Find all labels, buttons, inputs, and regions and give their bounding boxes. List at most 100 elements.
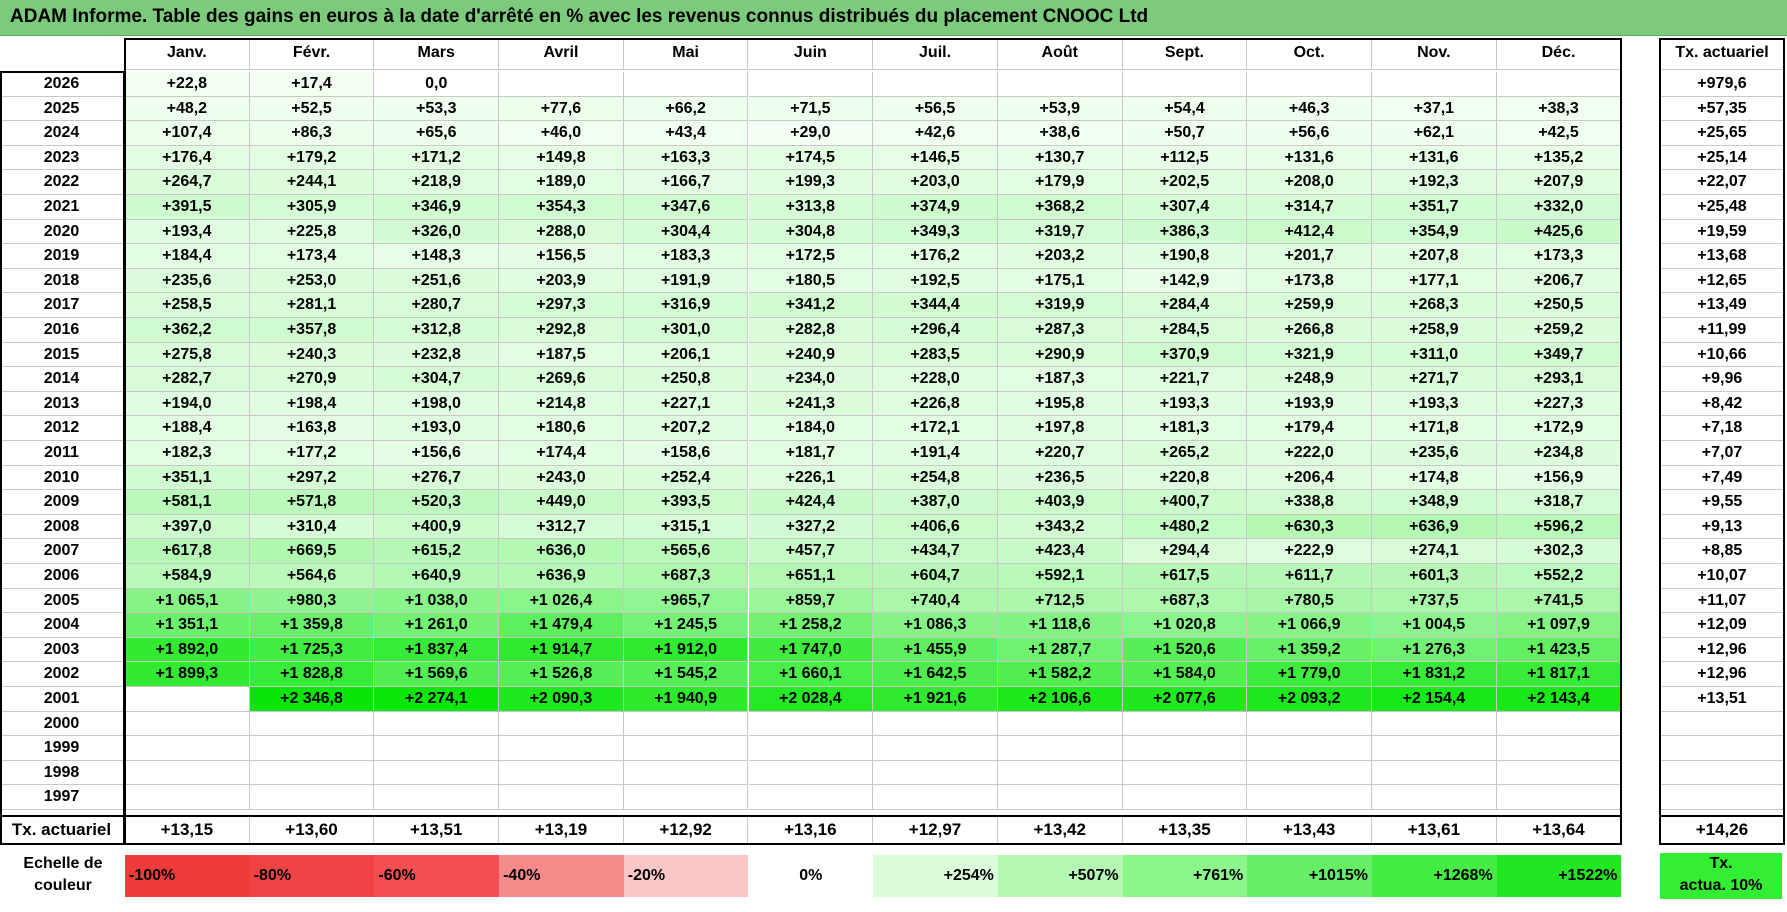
value-cell: +321,9 [1247, 342, 1372, 368]
value-cell: +177,2 [249, 441, 375, 466]
footer-value: +13,51 [374, 816, 500, 844]
value-cell: +222,0 [1247, 441, 1372, 466]
tx-cell: +7,49 [1660, 465, 1785, 491]
year-label: 2005 [0, 588, 124, 614]
value-cell: +2 106,6 [997, 687, 1123, 712]
footer-value: +13,42 [997, 816, 1123, 844]
value-cell: +71,5 [748, 96, 874, 122]
scale-label-line1: Echelle de [23, 855, 103, 872]
scale-swatch: -20% [623, 855, 749, 897]
value-cell: +1 455,9 [873, 637, 998, 663]
value-cell: +319,9 [997, 293, 1123, 318]
value-cell: +184,4 [125, 244, 250, 269]
value-cell: +17,4 [249, 72, 375, 97]
value-cell: +354,3 [499, 195, 624, 220]
value-cell: +203,2 [997, 244, 1123, 269]
value-cell: +391,5 [125, 195, 250, 220]
value-cell: +198,4 [249, 391, 375, 417]
value-cell: +265,2 [1122, 441, 1248, 466]
year-label: 2017 [0, 293, 124, 318]
value-cell: +220,8 [1122, 465, 1248, 491]
value-cell [1372, 785, 1497, 810]
value-cell: +581,1 [125, 490, 250, 515]
value-cell [997, 72, 1123, 97]
value-cell: +174,4 [499, 441, 624, 466]
value-cell: +37,1 [1372, 96, 1497, 122]
value-cell: +387,0 [873, 490, 998, 515]
tx-header: Tx. actuariel [1660, 38, 1785, 70]
value-cell: +424,4 [748, 490, 874, 515]
value-cell: +636,0 [499, 539, 624, 564]
value-cell: +312,8 [374, 318, 500, 343]
value-cell [873, 711, 998, 737]
scale-swatch: -80% [249, 855, 375, 897]
value-cell [1122, 785, 1248, 810]
value-cell: +226,8 [873, 391, 998, 417]
value-cell: +669,5 [249, 539, 375, 564]
year-label: 2016 [0, 318, 124, 343]
value-cell: +207,9 [1496, 170, 1622, 195]
value-cell: +318,7 [1496, 490, 1622, 515]
value-cell [499, 760, 624, 786]
scale-swatch: +1015% [1247, 855, 1372, 897]
value-cell [249, 736, 375, 761]
value-cell: +269,6 [499, 367, 624, 392]
tx-cell: +9,55 [1660, 490, 1785, 515]
value-cell: +393,5 [623, 490, 749, 515]
value-cell: +202,5 [1122, 170, 1248, 195]
value-cell: +349,3 [873, 219, 998, 245]
value-cell [873, 736, 998, 761]
value-cell: +1 097,9 [1496, 613, 1622, 638]
value-cell: +225,8 [249, 219, 375, 245]
month-header: Avril [499, 38, 624, 70]
value-cell: +315,1 [623, 514, 749, 540]
value-cell: +203,0 [873, 170, 998, 195]
year-label: 2020 [0, 219, 124, 245]
year-label: 2011 [0, 441, 124, 466]
value-cell: +173,3 [1496, 244, 1622, 269]
value-cell [1496, 736, 1622, 761]
title-bar: ADAM Informe. Table des gains en euros à… [0, 0, 1787, 36]
value-cell: +290,9 [997, 342, 1123, 368]
footer-tx: +14,26 [1660, 816, 1785, 844]
value-cell [374, 736, 500, 761]
value-cell: +181,7 [748, 441, 874, 466]
value-cell: +218,9 [374, 170, 500, 195]
value-cell: +640,9 [374, 564, 500, 589]
value-cell: +2 077,6 [1122, 687, 1248, 712]
month-header: Déc. [1496, 38, 1622, 70]
value-cell: +206,7 [1496, 268, 1622, 294]
value-cell: +310,4 [249, 514, 375, 540]
value-cell: +302,3 [1496, 539, 1622, 564]
value-cell: +38,3 [1496, 96, 1622, 122]
value-cell: +343,2 [997, 514, 1123, 540]
value-cell [623, 736, 749, 761]
value-cell: +254,8 [873, 465, 998, 491]
value-cell: +271,7 [1372, 367, 1497, 392]
value-cell: +292,8 [499, 318, 624, 343]
value-cell: +346,9 [374, 195, 500, 220]
value-cell: +1 004,5 [1372, 613, 1497, 638]
year-label: 2019 [0, 244, 124, 269]
value-cell: +282,8 [748, 318, 874, 343]
value-cell: +617,8 [125, 539, 250, 564]
year-label: 2012 [0, 416, 124, 441]
value-cell: +179,4 [1247, 416, 1372, 441]
value-cell: +1 660,1 [748, 662, 874, 687]
tx-cell: +13,49 [1660, 293, 1785, 318]
value-cell: +1 020,8 [1122, 613, 1248, 638]
value-cell: +284,5 [1122, 318, 1248, 343]
value-cell: +1 817,1 [1496, 662, 1622, 687]
value-cell: +222,9 [1247, 539, 1372, 564]
year-label: 2003 [0, 637, 124, 663]
value-cell: +1 921,6 [873, 687, 998, 712]
tx-cell: +10,07 [1660, 564, 1785, 589]
value-cell: +184,0 [748, 416, 874, 441]
value-cell [748, 72, 874, 97]
value-cell: +564,6 [249, 564, 375, 589]
year-label: 2004 [0, 613, 124, 638]
value-cell: +177,1 [1372, 268, 1497, 294]
value-cell: +2 028,4 [748, 687, 874, 712]
tx-cell: +9,96 [1660, 367, 1785, 392]
scale-actua-badge: Tx. actua. 10% [1660, 853, 1782, 899]
